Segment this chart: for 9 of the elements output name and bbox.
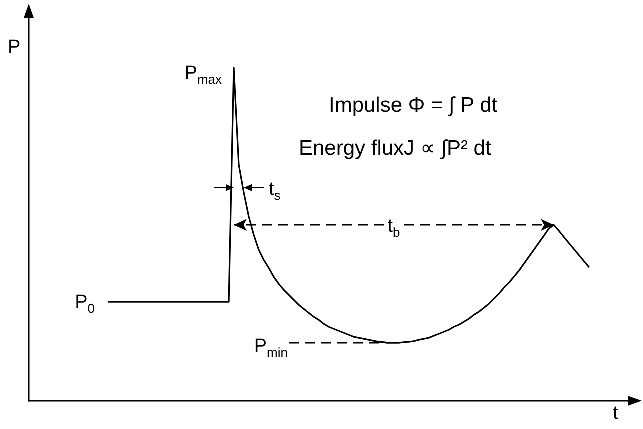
annotation: Energy fluxJ ∝ ∫P² dt: [299, 137, 492, 160]
y-axis-title: P: [8, 37, 21, 58]
annotation: t$_{b}$: [388, 216, 400, 240]
annotation: P$_{0}$: [75, 292, 95, 316]
annotation: t$_{s}$: [269, 178, 282, 203]
ref-line-label: P$_{min}$: [254, 336, 288, 360]
x-axis-title: t: [613, 403, 619, 424]
annotation: P$_{max}$: [184, 62, 222, 87]
annotation: Impulse Φ = ∫ P dt: [329, 94, 498, 117]
